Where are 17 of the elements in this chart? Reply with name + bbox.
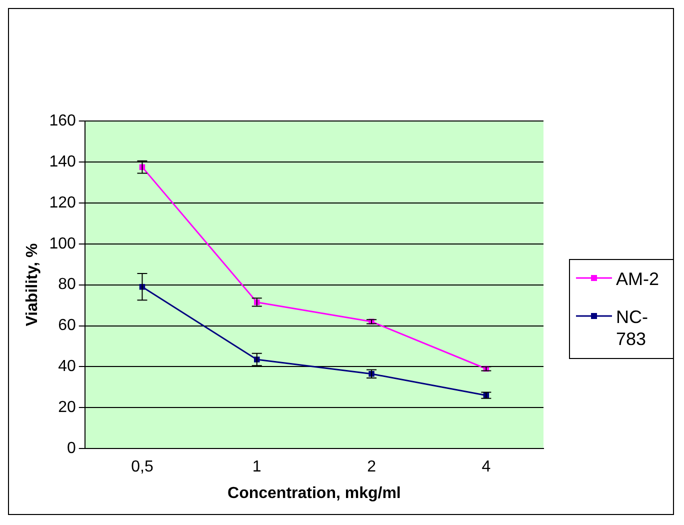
x-tick-label: 4 [482, 458, 491, 476]
y-tick-label: 140 [49, 153, 76, 170]
x-tick-label: 0,5 [131, 458, 154, 476]
y-tick-label: 40 [58, 358, 76, 376]
y-tick-label: 0 [66, 440, 76, 458]
y-tick-label: 160 [49, 112, 76, 130]
y-tick-label: 20 [58, 399, 76, 416]
x-tick-label: 1 [252, 458, 262, 476]
x-tick-label: 2 [367, 458, 376, 476]
y-tick-label: 120 [49, 194, 76, 212]
x-axis-title: Concentration, mkg/ml [228, 484, 401, 502]
legend-label: NC-783 [616, 306, 649, 350]
y-tick-label: 80 [58, 276, 76, 294]
legend-label: AM-2 [616, 268, 660, 290]
y-tick-label: 100 [49, 235, 76, 252]
y-axis-title: Viability, % [24, 243, 42, 326]
y-tick-label: 60 [58, 317, 76, 334]
